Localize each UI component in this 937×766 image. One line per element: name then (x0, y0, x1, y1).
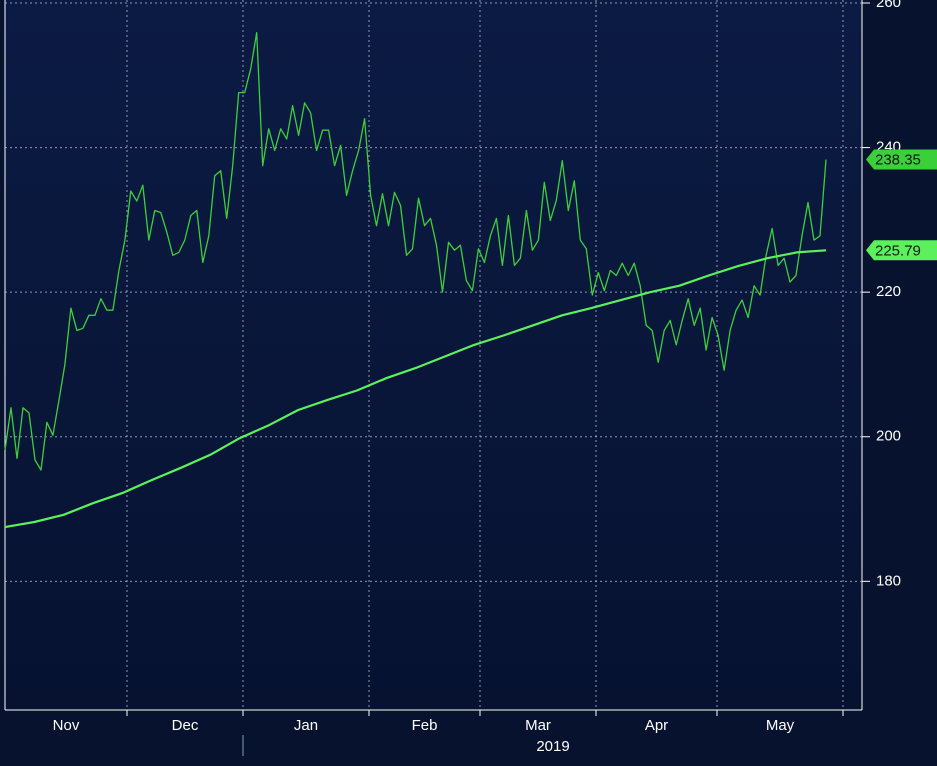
last-value-tag (866, 240, 937, 261)
x-tick-label: May (766, 717, 795, 734)
last-value-label: 225.79 (875, 242, 921, 259)
y-tick-label: 260 (876, 0, 901, 11)
last-value-label: 238.35 (875, 151, 921, 168)
y-tick-label: 180 (876, 572, 901, 589)
plot-area (5, 0, 862, 710)
year-label: 2019 (536, 738, 569, 755)
x-tick-label: Apr (645, 717, 668, 734)
x-tick-label: Nov (53, 717, 80, 734)
series-line (4, 249, 827, 529)
x-tick-label: Mar (525, 717, 551, 734)
y-tick-label: 220 (876, 283, 901, 300)
x-tick-label: Feb (412, 717, 438, 734)
y-tick-label: 200 (876, 428, 901, 445)
x-tick-label: Jan (294, 717, 318, 734)
last-value-tag (866, 149, 937, 170)
series-line (4, 31, 827, 471)
x-tick-label: Dec (172, 717, 199, 734)
